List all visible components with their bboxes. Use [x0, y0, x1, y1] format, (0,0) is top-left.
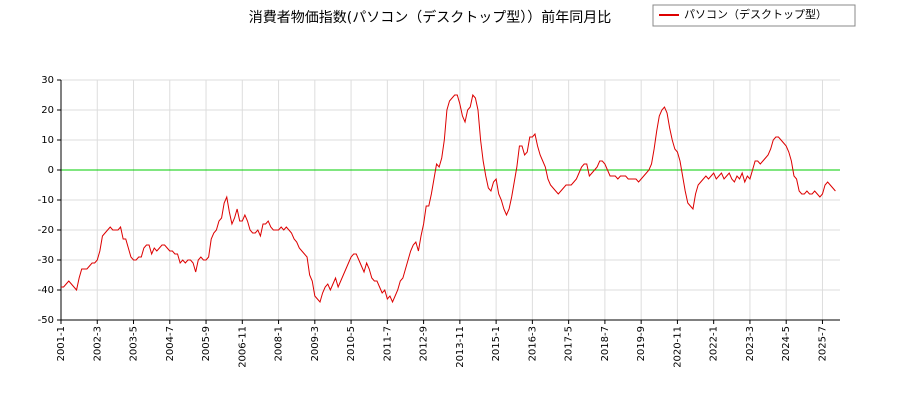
x-tick-label: 2023-3	[745, 326, 756, 361]
x-tick-label: 2003-5	[129, 326, 140, 361]
x-tick-label: 2005-9	[201, 326, 212, 361]
y-tick-label: -10	[38, 195, 54, 206]
x-tick-label: 2001-1	[56, 326, 67, 361]
x-tick-label: 2016-3	[527, 326, 538, 361]
legend-text: パソコン（デスクトップ型）	[684, 7, 827, 21]
y-tick-label: 10	[41, 135, 54, 146]
x-tick-label: 2025-7	[817, 326, 828, 361]
x-tick-label: 2020-11	[672, 326, 683, 368]
legend-box	[652, 4, 856, 27]
x-tick-label: 2018-7	[600, 326, 611, 361]
y-tick-label: -20	[38, 225, 54, 236]
x-tick-label: 2017-5	[564, 326, 575, 361]
x-tick-label: 2010-5	[346, 326, 357, 361]
x-tick-label: 2009-3	[310, 326, 321, 361]
legend: パソコン（デスクトップ型）	[652, 4, 856, 27]
x-tick-label: 2024-5	[781, 326, 792, 361]
x-tick-label: 2004-7	[165, 326, 176, 361]
y-tick-label: -50	[38, 315, 54, 326]
x-tick-label: 2008-1	[274, 326, 285, 361]
chart-title: 消費者物価指数(パソコン（デスクトップ型））前年同月比	[249, 9, 611, 26]
x-tick-label: 2019-9	[636, 326, 647, 361]
y-tick-label: -30	[38, 255, 54, 266]
x-tick-label: 2012-9	[419, 326, 430, 361]
series-line	[61, 93, 836, 304]
x-tick-label: 2006-11	[237, 326, 248, 368]
y-tick-label: 30	[41, 75, 54, 86]
x-tick-label: 2011-7	[382, 326, 393, 361]
x-tick-label: 2022-1	[709, 326, 720, 361]
x-tick-label: 2002-3	[92, 326, 103, 361]
x-tick-label: 2013-11	[455, 326, 466, 368]
x-tick-label: 2015-1	[491, 326, 502, 361]
y-tick-label: 20	[41, 105, 54, 116]
y-tick-label: 0	[48, 165, 54, 176]
y-tick-label: -40	[38, 285, 54, 296]
